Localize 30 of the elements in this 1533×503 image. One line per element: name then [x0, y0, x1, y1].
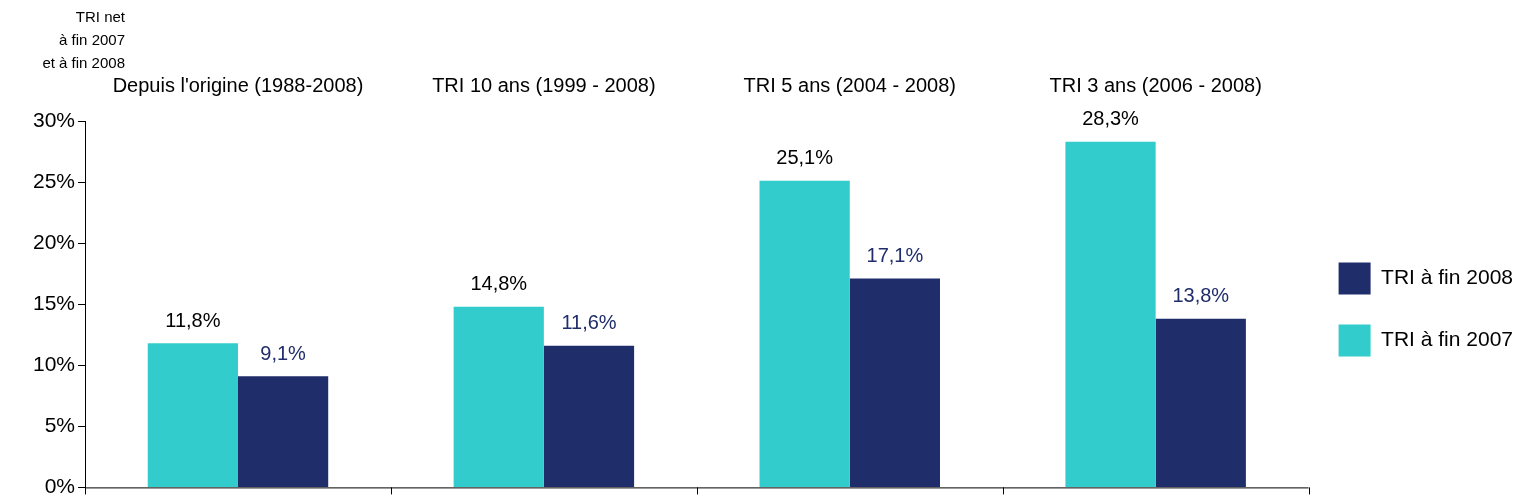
bar: [543, 345, 635, 487]
y-tick-label: 10%: [33, 352, 76, 376]
bar: [849, 278, 940, 487]
bar: [237, 376, 329, 487]
x-tick-label: TRI 5 ans (2004 - 2008): [743, 73, 956, 96]
x-tick-label: Depuis l'origine (1988-2008): [112, 73, 364, 96]
data-label: 17,1%: [866, 244, 924, 267]
bar: [759, 180, 850, 487]
bar: [147, 343, 238, 487]
y-tick-label: 20%: [33, 229, 76, 253]
data-label: 25,1%: [776, 146, 834, 169]
data-label: 9,1%: [260, 341, 307, 364]
bar: [1065, 141, 1156, 487]
y-axis-title: TRI net à fin 2007 et à fin 2008: [42, 7, 126, 71]
y-tick-label: 30%: [33, 107, 76, 131]
legend-label: TRI à fin 2008: [1381, 265, 1513, 289]
y-tick-label: 25%: [33, 168, 76, 192]
data-label: 11,8%: [165, 308, 221, 331]
legend-label: TRI à fin 2007: [1381, 327, 1513, 351]
data-label: 14,8%: [470, 272, 528, 295]
x-tick-label: TRI 3 ans (2006 - 2008): [1049, 73, 1262, 96]
y-tick-label: 5%: [44, 413, 76, 437]
data-label: 28,3%: [1082, 107, 1140, 130]
x-tick-label: TRI 10 ans (1999 - 2008): [432, 73, 656, 96]
bar: [453, 306, 544, 487]
y-tick-label: 15%: [33, 291, 76, 314]
data-label: 13,8%: [1172, 284, 1230, 307]
bar: [1155, 318, 1246, 487]
data-label: 11,6%: [561, 311, 617, 334]
y-tick-label: 0%: [44, 474, 76, 498]
